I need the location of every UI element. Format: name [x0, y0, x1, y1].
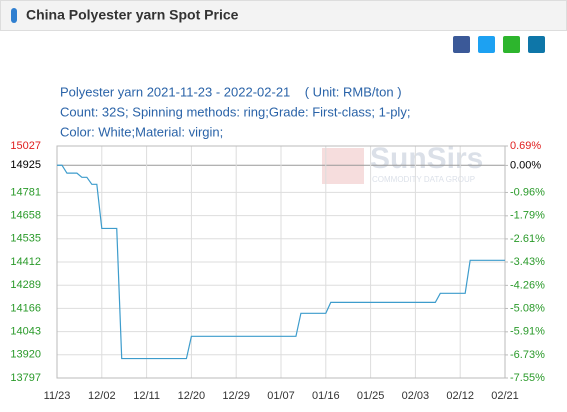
x-tick-label: 02/21: [491, 390, 519, 402]
y2-tick-label: -4.26%: [510, 279, 545, 291]
subtitle: Color: White;Material: virgin;: [60, 124, 223, 139]
share-icons: [453, 36, 545, 53]
x-tick-label: 02/12: [446, 390, 474, 402]
y2-tick-label: -7.55%: [510, 372, 545, 384]
x-tick-label: 01/25: [357, 390, 385, 402]
y2-tick-label: -3.43%: [510, 256, 545, 268]
x-tick-label: 12/20: [178, 390, 206, 402]
x-tick-label: 02/03: [402, 390, 430, 402]
x-tick-label: 01/16: [312, 390, 340, 402]
watermark-logo: [322, 148, 364, 184]
y-tick-label: 14925: [10, 159, 41, 171]
y2-tick-label: -1.79%: [510, 210, 545, 222]
y-tick-label: 14781: [10, 186, 41, 198]
subtitle: Count: 32S; Spinning methods: ring;Grade…: [60, 104, 410, 119]
linkedin-icon[interactable]: [528, 36, 545, 53]
y-tick-label: 14166: [10, 302, 41, 314]
plot-frame: [56, 145, 506, 379]
x-tick-label: 12/29: [222, 390, 250, 402]
y-tick-label: 14412: [10, 256, 41, 268]
y-tick-label: 14043: [10, 326, 41, 338]
series-line: [57, 164, 505, 360]
y-tick-label: 14535: [10, 233, 41, 245]
y-tick-label: 13920: [10, 349, 41, 361]
header-icon: [11, 8, 17, 23]
y2-tick-label: -6.73%: [510, 349, 545, 361]
watermark-tagline: COMMODITY DATA GROUP: [372, 175, 475, 184]
watermark: SunSirs COMMODITY DATA GROUP: [322, 142, 483, 184]
y2-tick-label: -0.96%: [510, 186, 545, 198]
y-tick-label: 14289: [10, 279, 41, 291]
x-tick-label: 01/07: [267, 390, 295, 402]
subtitle: Polyester yarn 2021-11-23 - 2022-02-21 (…: [60, 84, 402, 99]
y2-tick-label: -2.61%: [510, 233, 545, 245]
x-tick-label: 12/02: [88, 390, 116, 402]
watermark-brand: SunSirs: [370, 142, 483, 175]
y-tick-label: 15027: [10, 140, 41, 152]
twitter-icon[interactable]: [478, 36, 495, 53]
wechat-icon[interactable]: [503, 36, 520, 53]
y-tick-label: 14658: [10, 210, 41, 222]
y-tick-label: 13797: [10, 372, 41, 384]
facebook-icon[interactable]: [453, 36, 470, 53]
y2-tick-label: 0.00%: [510, 159, 541, 171]
x-tick-label: 11/23: [44, 390, 71, 402]
header-bar: [0, 0, 567, 31]
y2-tick-label: -5.91%: [510, 326, 545, 338]
y2-tick-label: -5.08%: [510, 302, 545, 314]
header-title: China Polyester yarn Spot Price: [26, 7, 239, 23]
x-tick-label: 12/11: [133, 390, 160, 402]
y2-tick-label: 0.69%: [510, 140, 541, 152]
